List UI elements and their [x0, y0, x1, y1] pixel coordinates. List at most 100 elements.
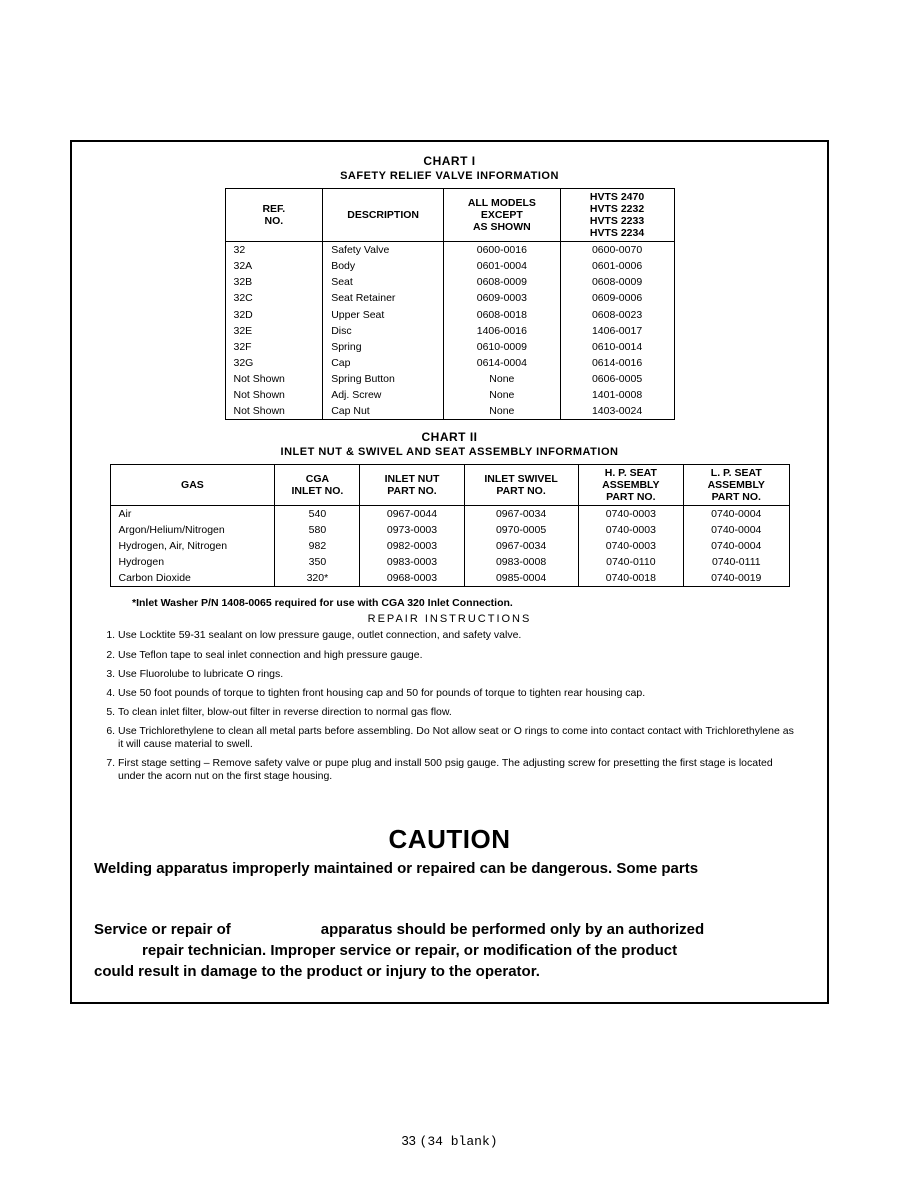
- table-cell: None: [444, 403, 561, 420]
- page-num: 33: [401, 1133, 415, 1148]
- table-cell: 0614-0004: [444, 355, 561, 371]
- chart2-table: GASCGAINLET NO.INLET NUTPART NO.INLET SW…: [110, 464, 790, 588]
- table-cell: Spring: [323, 339, 444, 355]
- table-cell: 32F: [225, 339, 323, 355]
- table-cell: 0970-0005: [464, 522, 578, 538]
- table-cell: 0967-0034: [464, 538, 578, 554]
- table-cell: Body: [323, 258, 444, 274]
- table-cell: Seat Retainer: [323, 290, 444, 306]
- table-cell: 0983-0003: [360, 554, 464, 570]
- repair-item: Use Teflon tape to seal inlet connection…: [118, 649, 799, 662]
- table-cell: 0608-0009: [444, 274, 561, 290]
- table-cell: 320*: [275, 570, 360, 587]
- table-cell: 0609-0003: [444, 290, 561, 306]
- page: CHART I SAFETY RELIEF VALVE INFORMATION …: [0, 0, 899, 1193]
- table-cell: 1406-0017: [560, 323, 674, 339]
- chart2-header: GAS: [110, 464, 275, 505]
- table-row: 32DUpper Seat0608-00180608-0023: [225, 307, 674, 323]
- repair-item: Use 50 foot pounds of torque to tighten …: [118, 687, 799, 700]
- table-row: Air5400967-00440967-00340740-00030740-00…: [110, 506, 789, 523]
- table-cell: 1406-0016: [444, 323, 561, 339]
- table-cell: 0973-0003: [360, 522, 464, 538]
- table-cell: Carbon Dioxide: [110, 570, 275, 587]
- table-cell: 0740-0004: [684, 522, 789, 538]
- table-cell: 0740-0003: [578, 506, 683, 523]
- table-row: 32CSeat Retainer0609-00030609-0006: [225, 290, 674, 306]
- table-cell: 32E: [225, 323, 323, 339]
- table-row: 32EDisc1406-00161406-0017: [225, 323, 674, 339]
- table-cell: 0740-0110: [578, 554, 683, 570]
- table-cell: Hydrogen, Air, Nitrogen: [110, 538, 275, 554]
- chart1-header: REF.NO.: [225, 189, 323, 242]
- chart1-header: HVTS 2470HVTS 2232HVTS 2233HVTS 2234: [560, 189, 674, 242]
- table-cell: Safety Valve: [323, 242, 444, 259]
- chart1-title: CHART I: [90, 154, 809, 168]
- table-cell: Cap Nut: [323, 403, 444, 420]
- table-cell: 0740-0003: [578, 538, 683, 554]
- table-cell: 0600-0016: [444, 242, 561, 259]
- table-row: Not ShownSpring ButtonNone0606-0005: [225, 371, 674, 387]
- repair-title: REPAIR INSTRUCTIONS: [90, 613, 809, 625]
- table-cell: 0608-0023: [560, 307, 674, 323]
- table-cell: 580: [275, 522, 360, 538]
- table-cell: 0967-0034: [464, 506, 578, 523]
- page-number: 33 (34 blank): [0, 1133, 899, 1149]
- chart2-header: CGAINLET NO.: [275, 464, 360, 505]
- table-cell: 0740-0004: [684, 506, 789, 523]
- table-row: Argon/Helium/Nitrogen5800973-00030970-00…: [110, 522, 789, 538]
- table-cell: 1403-0024: [560, 403, 674, 420]
- table-row: Hydrogen3500983-00030983-00080740-011007…: [110, 554, 789, 570]
- table-cell: None: [444, 387, 561, 403]
- table-cell: 350: [275, 554, 360, 570]
- chart1-header: DESCRIPTION: [323, 189, 444, 242]
- page-blank: (34 blank): [420, 1134, 498, 1149]
- repair-item: Use Fluorolube to lubricate O rings.: [118, 668, 799, 681]
- repair-item: Use Trichlorethylene to clean all metal …: [118, 725, 799, 751]
- table-cell: 0610-0014: [560, 339, 674, 355]
- chart2-footnote: *Inlet Washer P/N 1408-0065 required for…: [132, 597, 809, 609]
- table-cell: 32B: [225, 274, 323, 290]
- table-cell: Cap: [323, 355, 444, 371]
- table-cell: None: [444, 371, 561, 387]
- table-cell: Spring Button: [323, 371, 444, 387]
- chart2-header: L. P. SEATASSEMBLYPART NO.: [684, 464, 789, 505]
- table-row: 32FSpring0610-00090610-0014: [225, 339, 674, 355]
- table-cell: Air: [110, 506, 275, 523]
- table-row: Hydrogen, Air, Nitrogen9820982-00030967-…: [110, 538, 789, 554]
- table-cell: 0983-0008: [464, 554, 578, 570]
- repair-list: Use Locktite 59-31 sealant on low pressu…: [100, 629, 809, 783]
- table-cell: 0608-0009: [560, 274, 674, 290]
- table-row: 32ABody0601-00040601-0006: [225, 258, 674, 274]
- table-cell: 0601-0006: [560, 258, 674, 274]
- caution-paragraph-2: Service or repair ofapparatus should be …: [94, 919, 805, 982]
- chart2-title: CHART II: [90, 430, 809, 444]
- table-cell: Argon/Helium/Nitrogen: [110, 522, 275, 538]
- table-cell: Seat: [323, 274, 444, 290]
- repair-item: To clean inlet filter, blow-out filter i…: [118, 706, 799, 719]
- table-cell: Not Shown: [225, 403, 323, 420]
- chart2-header: INLET SWIVELPART NO.: [464, 464, 578, 505]
- table-cell: 0601-0004: [444, 258, 561, 274]
- table-cell: 0600-0070: [560, 242, 674, 259]
- table-cell: Disc: [323, 323, 444, 339]
- table-cell: 0740-0003: [578, 522, 683, 538]
- table-cell: 0610-0009: [444, 339, 561, 355]
- chart1-table: REF.NO.DESCRIPTIONALL MODELSEXCEPTAS SHO…: [225, 188, 675, 420]
- table-cell: 32G: [225, 355, 323, 371]
- table-cell: Adj. Screw: [323, 387, 444, 403]
- table-cell: 32C: [225, 290, 323, 306]
- table-row: Not ShownAdj. ScrewNone1401-0008: [225, 387, 674, 403]
- table-cell: 540: [275, 506, 360, 523]
- content-frame: CHART I SAFETY RELIEF VALVE INFORMATION …: [70, 140, 829, 1004]
- table-row: 32BSeat0608-00090608-0009: [225, 274, 674, 290]
- table-cell: 0740-0018: [578, 570, 683, 587]
- table-row: Not ShownCap NutNone1403-0024: [225, 403, 674, 420]
- table-cell: Not Shown: [225, 371, 323, 387]
- table-cell: 32: [225, 242, 323, 259]
- chart1-header: ALL MODELSEXCEPTAS SHOWN: [444, 189, 561, 242]
- caution-line1: Welding apparatus improperly maintained …: [94, 859, 805, 879]
- table-cell: 982: [275, 538, 360, 554]
- caution-2b: apparatus should be performed only by an…: [321, 921, 704, 938]
- caution-3a: repair technician. Improper service or r…: [142, 942, 677, 959]
- table-row: 32Safety Valve0600-00160600-0070: [225, 242, 674, 259]
